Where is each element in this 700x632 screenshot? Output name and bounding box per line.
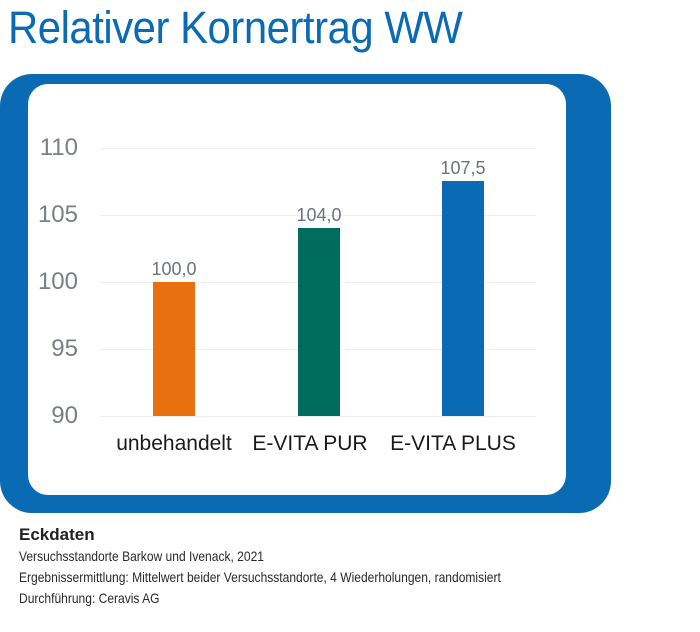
value-label-e-vita-plus: 107,5 [440,158,486,178]
page-title: Relativer Kornertrag WW [8,2,463,53]
bar-unbehandelt [153,282,195,416]
y-tick-105: 105 [37,201,78,228]
y-tick-90: 90 [51,402,78,429]
value-label-unbehandelt: 100,0 [151,259,197,279]
notes-line-locations: Versuchsstandorte Barkow und Ivenack, 20… [19,548,264,564]
x-label-e-vita-pur: E-VITA PUR [252,432,368,455]
gridline-110 [100,148,536,149]
y-tick-110: 110 [39,134,78,161]
y-tick-100: 100 [37,268,78,295]
x-label-e-vita-plus: E-VITA PLUS [390,432,516,455]
gridline-105 [100,215,536,216]
bar-e-vita-pur [298,228,340,416]
y-tick-95: 95 [51,335,78,362]
key-data-notes: Eckdaten Versuchsstandorte Barkow und Iv… [19,524,579,609]
bar-e-vita-plus [442,181,484,416]
x-label-unbehandelt: unbehandelt [116,432,232,455]
gridline-90 [100,416,536,417]
notes-heading: Eckdaten [19,525,95,544]
notes-line-method: Ergebnissermittlung: Mittelwert beider V… [19,569,501,585]
notes-line-execution: Durchführung: Ceravis AG [19,590,160,606]
value-label-e-vita-pur: 104,0 [296,205,342,225]
